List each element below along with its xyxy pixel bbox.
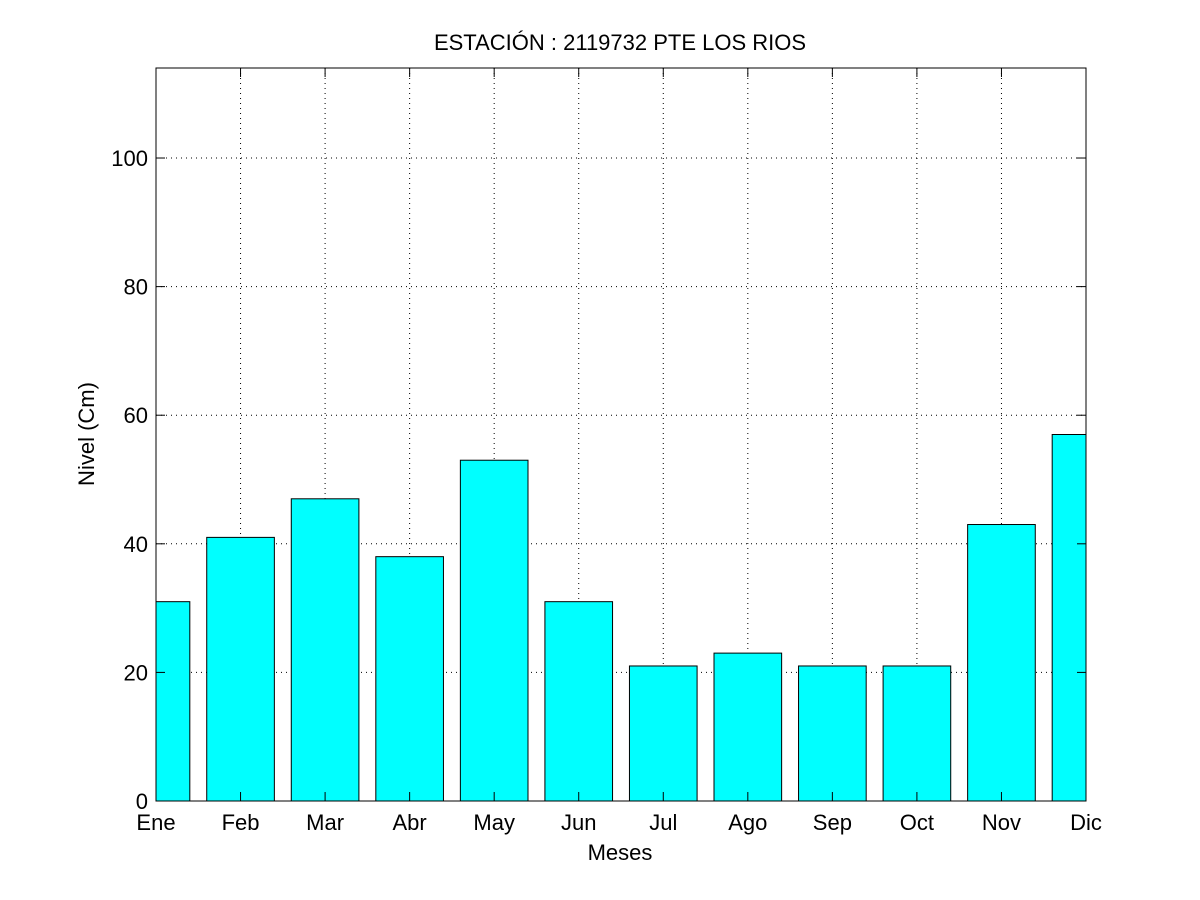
x-tick-label: Abr <box>393 810 427 835</box>
bars <box>155 434 1087 802</box>
y-tick-label: 0 <box>136 789 148 814</box>
plot-area-frame <box>155 67 1087 802</box>
x-axis-label: Meses <box>588 840 653 865</box>
y-tick-label: 20 <box>124 660 148 685</box>
bar-ene <box>155 601 191 802</box>
x-tick-label: Nov <box>982 810 1021 835</box>
axis-ticks: Ene Feb Mar Abr May Jun Jul Ago Sep Oct Nov Dic 0 20 4… <box>111 68 1102 835</box>
bar-ago <box>713 652 783 802</box>
x-tick-label: Oct <box>900 810 934 835</box>
chart-title: ESTACIÓN : 2119732 PTE LOS RIOS <box>434 30 806 55</box>
y-tick-label: 100 <box>111 146 148 171</box>
x-tick-label: Ene <box>136 810 175 835</box>
x-tick-label: Sep <box>813 810 852 835</box>
y-tick-label: 60 <box>124 403 148 428</box>
y-tick-label: 40 <box>124 532 148 557</box>
x-tick-label: Feb <box>222 810 260 835</box>
bar-dic <box>1051 434 1087 802</box>
x-tick-label: Jul <box>649 810 677 835</box>
bar-nov <box>967 524 1036 802</box>
bar-may <box>459 459 529 802</box>
x-tick-label: Jun <box>561 810 596 835</box>
bar-jul <box>628 665 698 802</box>
bar-abr <box>375 556 444 802</box>
bar-sep <box>798 665 867 802</box>
x-tick-label: May <box>473 810 515 835</box>
bar-feb <box>206 536 275 802</box>
y-axis-label: Nivel (Cm) <box>74 382 99 486</box>
x-tick-label: Mar <box>306 810 344 835</box>
x-tick-label: Dic <box>1070 810 1102 835</box>
x-tick-label: Ago <box>728 810 767 835</box>
bar-jun <box>544 601 614 802</box>
bar-oct <box>882 665 952 802</box>
y-tick-label: 80 <box>124 275 148 300</box>
bar-mar <box>290 498 360 802</box>
